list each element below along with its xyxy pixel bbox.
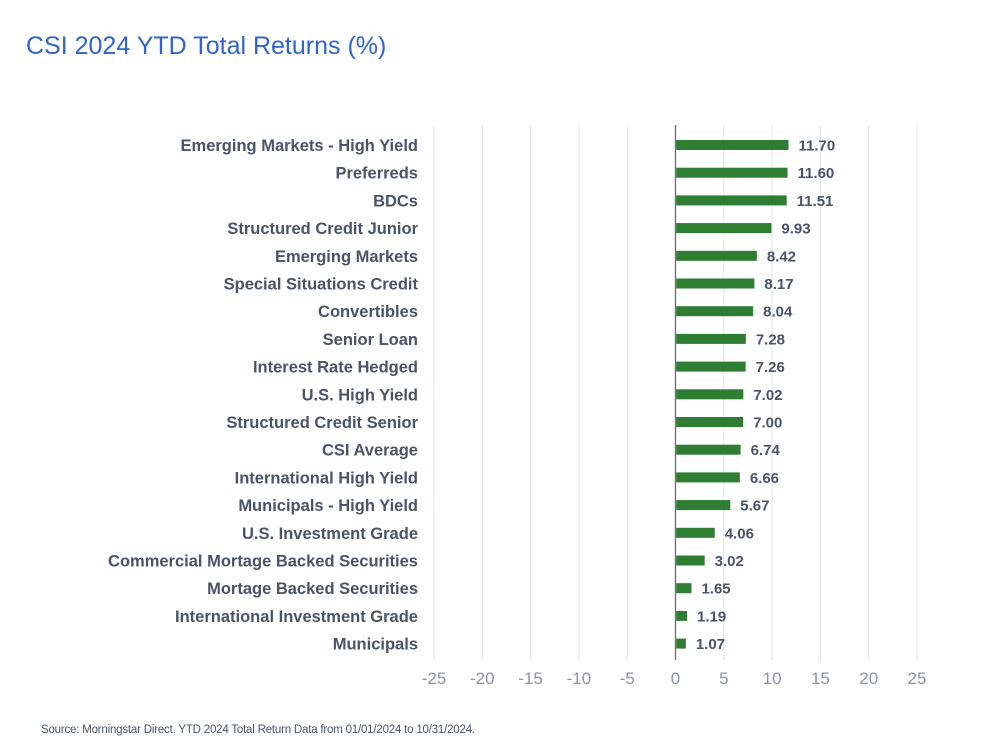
data-label: 5.67 [740,498,769,515]
data-label: 6.66 [750,470,779,487]
data-label: 4.06 [725,525,754,542]
data-label: 11.60 [798,165,835,182]
data-label: 7.26 [756,359,785,376]
bar [676,638,686,649]
category-label: Interest Rate Hedged [253,359,418,377]
bar [676,195,787,206]
category-label: Structured Credit Senior [226,414,418,432]
x-tick-label: 10 [763,669,782,688]
data-label: 8.42 [767,248,796,265]
data-label: 1.19 [697,608,726,625]
x-tick-label: 5 [719,669,728,688]
category-label: International High Yield [235,469,418,487]
bar [676,444,741,455]
category-label: Senior Loan [323,331,418,349]
category-label: Preferreds [335,165,418,183]
bar [676,223,772,234]
x-axis-tick-labels: -25 -20 -15 -10 -5 0 5 10 15 20 25 [422,669,927,688]
category-label: Convertibles [318,303,418,321]
category-labels: Emerging Markets - High Yield Preferreds B… [108,137,419,654]
bar [676,278,755,289]
data-label: 9.93 [781,221,810,238]
chart-title: CSI 2024 YTD Total Returns (%) [26,32,387,60]
source-note: Source: Morningstar Direct. YTD 2024 Tot… [41,724,475,736]
category-label: Municipals - High Yield [238,497,418,515]
bar [676,167,788,178]
bar [676,417,744,427]
data-label: 7.28 [756,331,785,348]
x-tick-label: 20 [859,669,878,688]
category-label: Mortage Backed Securities [207,580,418,598]
x-tick-label: -10 [567,669,592,688]
category-label: U.S. High Yield [302,386,418,404]
category-label: U.S. Investment Grade [242,525,418,543]
category-label: CSI Average [322,442,418,460]
data-label: 1.65 [701,581,730,598]
category-label: Municipals [333,636,418,654]
bar [676,389,744,400]
x-tick-label: -25 [422,669,447,688]
data-label: 7.00 [753,415,782,432]
x-tick-label: -15 [518,669,543,688]
bar [676,333,746,344]
bar [676,527,715,538]
bar [676,500,731,511]
category-label: Commercial Mortage Backed Securities [108,553,418,571]
bar [676,250,757,261]
category-label: BDCs [373,192,418,210]
category-label: International Investment Grade [175,608,418,626]
data-label: 3.02 [715,553,744,570]
category-label: Emerging Markets [275,248,418,266]
x-tick-label: 15 [811,669,830,688]
x-tick-label: -5 [620,669,635,688]
x-tick-label: 0 [671,669,680,688]
value-labels: 11.70 11.60 11.51 9.93 8.42 8.17 8.04 7.28 7.26 7… [696,138,835,654]
data-label: 8.04 [763,304,793,321]
x-tick-label: 25 [908,669,927,688]
data-label: 6.74 [751,442,781,459]
data-label: 7.02 [753,387,782,404]
category-label: Structured Credit Junior [227,220,418,238]
bar [676,361,746,372]
bar [676,555,705,566]
bar [676,306,754,317]
category-label: Emerging Markets - High Yield [181,137,418,155]
bar [676,472,740,483]
data-label: 11.51 [797,193,834,210]
data-label: 1.07 [696,636,725,653]
data-label: 8.17 [764,276,793,293]
x-tick-label: -20 [470,669,495,688]
category-label: Special Situations Credit [224,276,419,294]
bars [676,140,789,649]
bar [676,610,687,621]
data-label: 11.70 [799,138,836,155]
bar [676,583,692,594]
bar [676,140,789,150]
